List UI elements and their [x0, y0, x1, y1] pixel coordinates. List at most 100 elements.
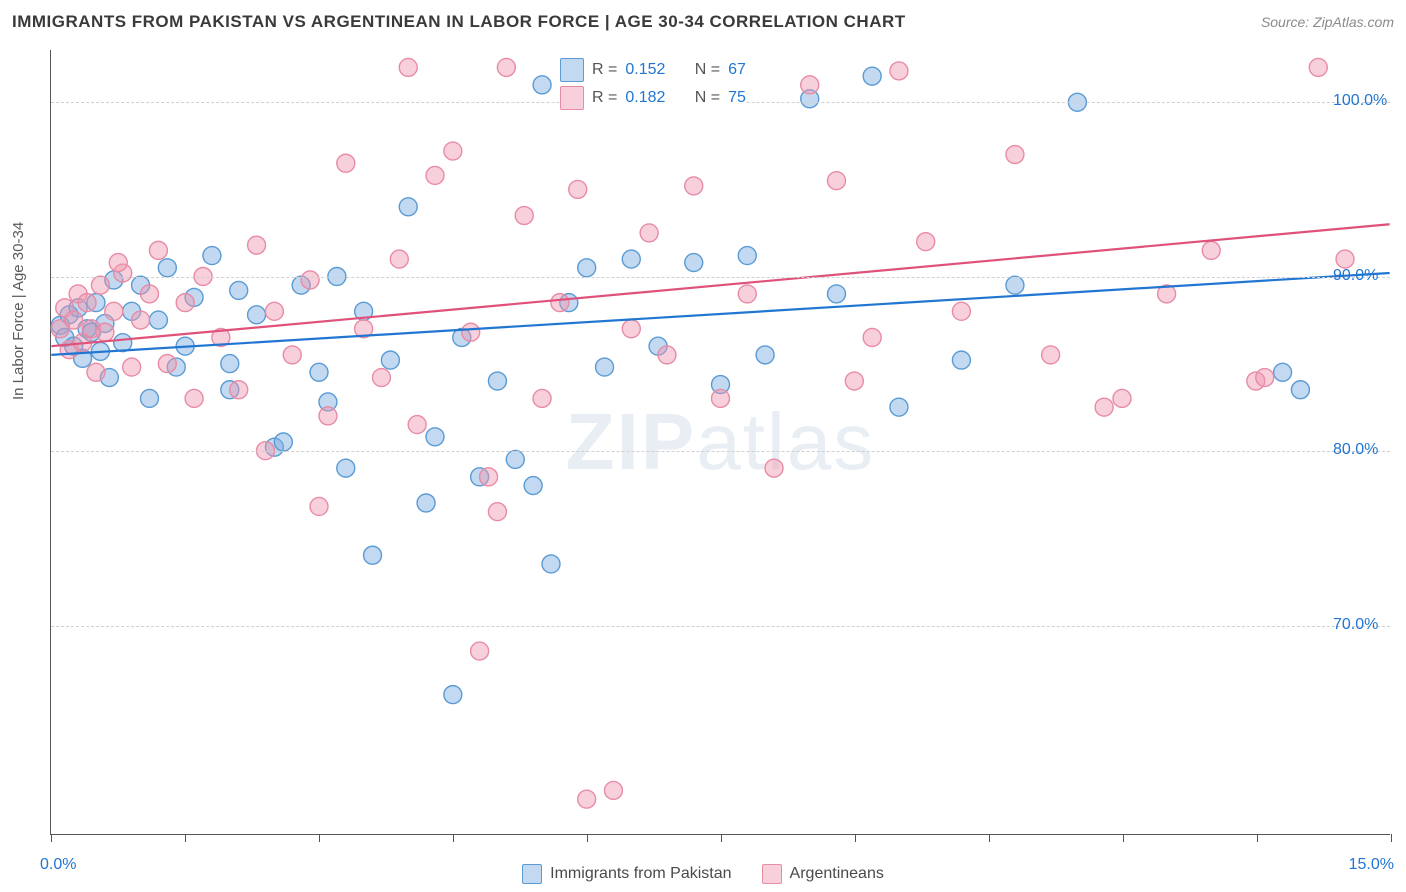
data-point — [578, 259, 596, 277]
data-point — [399, 58, 417, 76]
data-point — [248, 306, 266, 324]
data-point — [230, 381, 248, 399]
data-point — [274, 433, 292, 451]
x-tick — [587, 834, 588, 842]
data-point — [542, 555, 560, 573]
x-tick — [51, 834, 52, 842]
series-legend: Immigrants from PakistanArgentineans — [0, 864, 1406, 884]
data-point — [87, 363, 105, 381]
correlation-chart: IMMIGRANTS FROM PAKISTAN VS ARGENTINEAN … — [0, 0, 1406, 892]
data-point — [827, 172, 845, 190]
chart-title: IMMIGRANTS FROM PAKISTAN VS ARGENTINEAN … — [12, 12, 906, 32]
data-point — [952, 302, 970, 320]
data-point — [497, 58, 515, 76]
data-point — [176, 294, 194, 312]
data-point — [230, 281, 248, 299]
data-point — [444, 686, 462, 704]
x-axis-max-label: 15.0% — [1349, 856, 1394, 874]
x-axis-min-label: 0.0% — [40, 856, 76, 874]
data-point — [141, 285, 159, 303]
legend-row: R = 0.152 N = 67 — [560, 58, 746, 82]
data-point — [506, 450, 524, 468]
data-point — [863, 328, 881, 346]
scatter-svg — [51, 50, 1390, 834]
data-point — [640, 224, 658, 242]
data-point — [1042, 346, 1060, 364]
y-tick-label: 80.0% — [1333, 441, 1378, 459]
data-point — [685, 254, 703, 272]
data-point — [1336, 250, 1354, 268]
data-point — [622, 320, 640, 338]
data-point — [1095, 398, 1113, 416]
y-tick-label: 90.0% — [1333, 267, 1378, 285]
data-point — [301, 271, 319, 289]
legend-label: Immigrants from Pakistan — [550, 865, 731, 883]
correlation-legend: R = 0.152 N = 67 R = 0.182 N = 75 — [560, 58, 746, 114]
data-point — [158, 259, 176, 277]
data-point — [105, 302, 123, 320]
x-tick — [1257, 834, 1258, 842]
data-point — [765, 459, 783, 477]
data-point — [845, 372, 863, 390]
data-point — [622, 250, 640, 268]
data-point — [462, 323, 480, 341]
data-point — [364, 546, 382, 564]
data-point — [265, 302, 283, 320]
data-point — [310, 363, 328, 381]
data-point — [417, 494, 435, 512]
plot-area: ZIPatlas 70.0%80.0%90.0%100.0% — [50, 50, 1390, 835]
data-point — [488, 503, 506, 521]
legend-r-value: 0.182 — [625, 89, 665, 107]
data-point — [890, 398, 908, 416]
gridline — [51, 277, 1390, 278]
data-point — [78, 294, 96, 312]
data-point — [91, 276, 109, 294]
gridline — [51, 451, 1390, 452]
legend-row: R = 0.182 N = 75 — [560, 86, 746, 110]
data-point — [337, 154, 355, 172]
data-point — [738, 247, 756, 265]
y-axis-label: In Labor Force | Age 30-34 — [10, 222, 27, 400]
legend-r-value: 0.152 — [625, 61, 665, 79]
data-point — [578, 790, 596, 808]
data-point — [1006, 276, 1024, 294]
data-point — [221, 355, 239, 373]
title-bar: IMMIGRANTS FROM PAKISTAN VS ARGENTINEAN … — [12, 12, 1394, 32]
y-tick-label: 70.0% — [1333, 616, 1378, 634]
legend-swatch — [560, 58, 584, 82]
data-point — [480, 468, 498, 486]
legend-n-label: N = — [695, 89, 720, 107]
data-point — [158, 355, 176, 373]
data-point — [203, 247, 221, 265]
data-point — [123, 358, 141, 376]
data-point — [381, 351, 399, 369]
data-point — [310, 497, 328, 515]
x-tick — [855, 834, 856, 842]
data-point — [65, 311, 83, 329]
data-point — [319, 407, 337, 425]
legend-swatch — [522, 864, 542, 884]
data-point — [890, 62, 908, 80]
data-point — [1291, 381, 1309, 399]
data-point — [533, 389, 551, 407]
legend-item: Immigrants from Pakistan — [522, 864, 731, 884]
legend-swatch — [560, 86, 584, 110]
data-point — [863, 67, 881, 85]
data-point — [1256, 369, 1274, 387]
chart-source: Source: ZipAtlas.com — [1261, 14, 1394, 30]
data-point — [917, 233, 935, 251]
data-point — [569, 180, 587, 198]
data-point — [1274, 363, 1292, 381]
data-point — [426, 428, 444, 446]
data-point — [444, 142, 462, 160]
x-tick — [989, 834, 990, 842]
data-point — [96, 323, 114, 341]
data-point — [533, 76, 551, 94]
legend-n-value: 67 — [728, 61, 746, 79]
data-point — [712, 389, 730, 407]
data-point — [408, 416, 426, 434]
data-point — [488, 372, 506, 390]
data-point — [390, 250, 408, 268]
data-point — [738, 285, 756, 303]
x-tick — [319, 834, 320, 842]
